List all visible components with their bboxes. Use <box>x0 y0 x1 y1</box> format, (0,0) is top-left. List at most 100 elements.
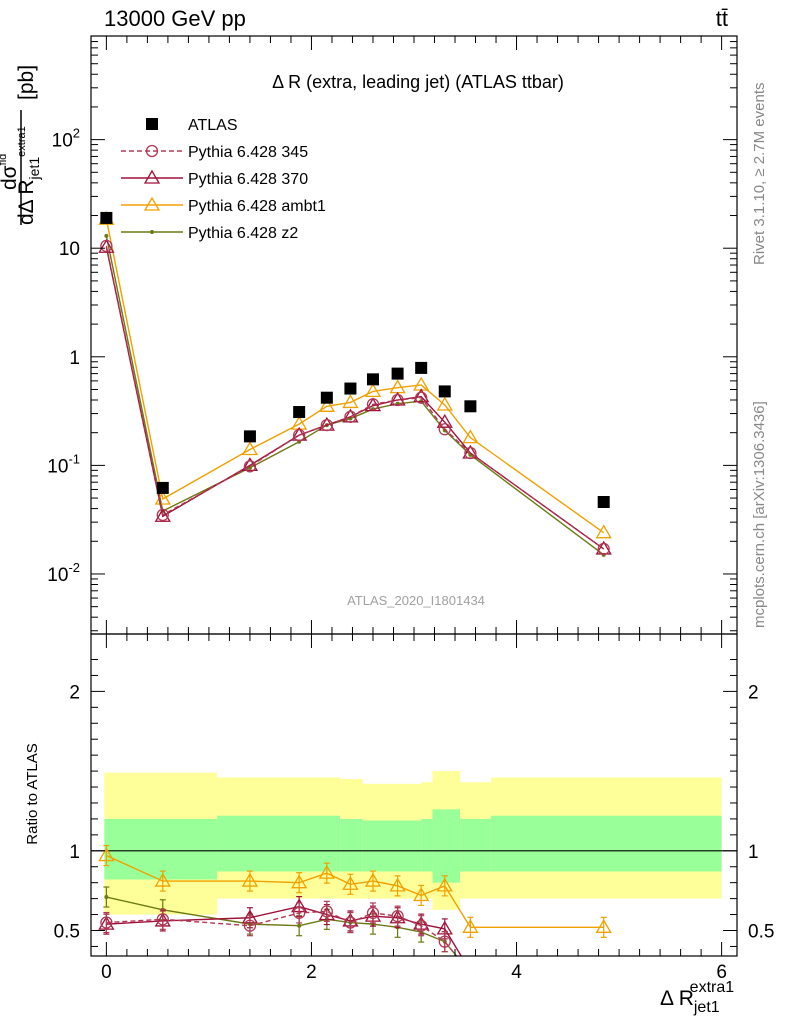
ratio-point <box>320 905 333 918</box>
data-point <box>413 376 430 391</box>
ratio-point <box>318 864 335 879</box>
uncertainty-band-inner <box>460 818 491 872</box>
y-tick-label: 1 <box>69 348 80 369</box>
y-tick-label: 2 <box>69 682 80 703</box>
data-point <box>364 383 382 398</box>
data-point <box>104 233 109 238</box>
x-axis-title: Δ Rjet1extra1 <box>660 979 734 1016</box>
data-point <box>462 429 479 444</box>
y-tick-label: 10-2 <box>47 560 80 586</box>
uncertainty-band-inner <box>104 818 218 880</box>
data-point <box>344 410 357 423</box>
main-title: Δ R (extra, leading jet) (ATLAS ttbar) <box>272 72 564 92</box>
y-tick-label-right: 1 <box>748 842 759 863</box>
x-tick-label: 6 <box>716 962 727 983</box>
main-panel: 10-2 10-1 1 10 102 Δ R (extra, leading jet) … <box>47 35 738 635</box>
ratio-line <box>106 854 604 929</box>
main-axes: 10-2 10-1 1 10 102 <box>47 35 737 634</box>
uncertainty-band-inner <box>340 818 363 872</box>
x-tick-label: 4 <box>511 962 522 983</box>
ratio-point <box>293 906 306 920</box>
uncertainty-band-inner <box>432 809 461 883</box>
ratio-point <box>391 909 404 923</box>
data-point <box>293 428 306 442</box>
uncertainty-band-inner <box>421 818 433 872</box>
legend-label: Pythia 6.428 345 <box>188 144 308 161</box>
ratio-point <box>462 919 479 933</box>
main-y-title: dΔ Rjet1extra1 dσfid [pb] <box>0 65 42 225</box>
ratio-point <box>100 916 113 929</box>
ratio-point <box>98 847 115 862</box>
ratio-point <box>415 919 428 932</box>
ratio-point <box>104 895 109 900</box>
mcplots-label: mcplots.cern.ch [arXiv:1306.3436] <box>751 401 768 628</box>
ratio-point <box>595 919 612 933</box>
series-line <box>105 247 605 550</box>
data-point <box>243 460 257 473</box>
series-line <box>105 235 605 556</box>
legend-marker <box>146 118 158 130</box>
data-point <box>100 211 113 224</box>
data-point <box>156 481 169 494</box>
data-point <box>100 239 113 253</box>
ratio-y-title: Ratio to ATLAS <box>24 743 41 844</box>
data-point <box>154 507 171 522</box>
y-tick-label-right: 0.5 <box>748 921 774 942</box>
y-tick-label: 10-1 <box>47 451 80 477</box>
ratio-point <box>364 872 382 887</box>
data-point <box>391 367 404 380</box>
data-point <box>597 496 610 509</box>
legend-label: ATLAS <box>188 117 238 134</box>
data-point <box>413 388 430 403</box>
ratio-point <box>366 906 380 920</box>
y-tick-label: 0.5 <box>54 921 80 942</box>
data-point <box>241 441 259 456</box>
legend-marker <box>145 144 159 158</box>
data-point <box>436 396 453 411</box>
legend-label: Pythia 6.428 z2 <box>188 225 298 242</box>
ratio-point <box>344 916 357 929</box>
ratio-point <box>154 872 171 887</box>
data-point <box>464 446 477 460</box>
ratio-point <box>342 875 359 890</box>
ratio-point <box>156 913 169 926</box>
data-point <box>436 413 453 428</box>
data-point <box>415 391 428 404</box>
data-point <box>438 385 451 398</box>
ratio-point <box>438 935 451 948</box>
main-y-title-unit: [pb] <box>15 65 38 100</box>
uncertainty-band-inner <box>362 820 422 872</box>
data-point <box>293 406 306 419</box>
data-point <box>366 373 379 386</box>
y-tick-label: 1 <box>69 842 80 863</box>
rivet-label: Rivet 3.1.10, ≥ 2.7M events <box>751 83 768 266</box>
ratio-bands <box>91 771 737 915</box>
legend: ATLAS Pythia 6.428 345 Pythia 6.428 370 Pyt… <box>121 117 326 242</box>
ratio-point <box>436 877 453 892</box>
legend-marker <box>150 230 154 234</box>
legend-label: Pythia 6.428 ambt1 <box>188 198 326 215</box>
y-tick-label-right: 2 <box>748 682 759 703</box>
header-left: 13000 GeV pp <box>104 6 246 31</box>
y-tick-label: 102 <box>52 126 80 152</box>
series-line <box>105 219 605 534</box>
legend-marker <box>143 196 161 211</box>
ratio-axes: 0.5 0.5 1 1 2 2 0 2 4 6 <box>54 634 774 983</box>
data-point <box>320 418 333 432</box>
data-point <box>243 430 256 443</box>
data-point <box>247 465 252 470</box>
main-y-title-numerator: dσfid <box>0 154 21 190</box>
ratio-point <box>291 874 308 889</box>
data-point <box>344 382 357 395</box>
x-tick-label: 2 <box>306 962 317 983</box>
data-point <box>597 542 610 556</box>
data-point <box>364 397 382 412</box>
data-point <box>318 398 335 412</box>
ratio-point <box>241 872 259 887</box>
data-point <box>320 391 333 404</box>
header-right: tt̄ <box>716 6 728 31</box>
ratio-marks <box>98 844 612 956</box>
y-tick-label: 10 <box>59 239 80 260</box>
uncertainty-band-inner <box>217 815 341 872</box>
